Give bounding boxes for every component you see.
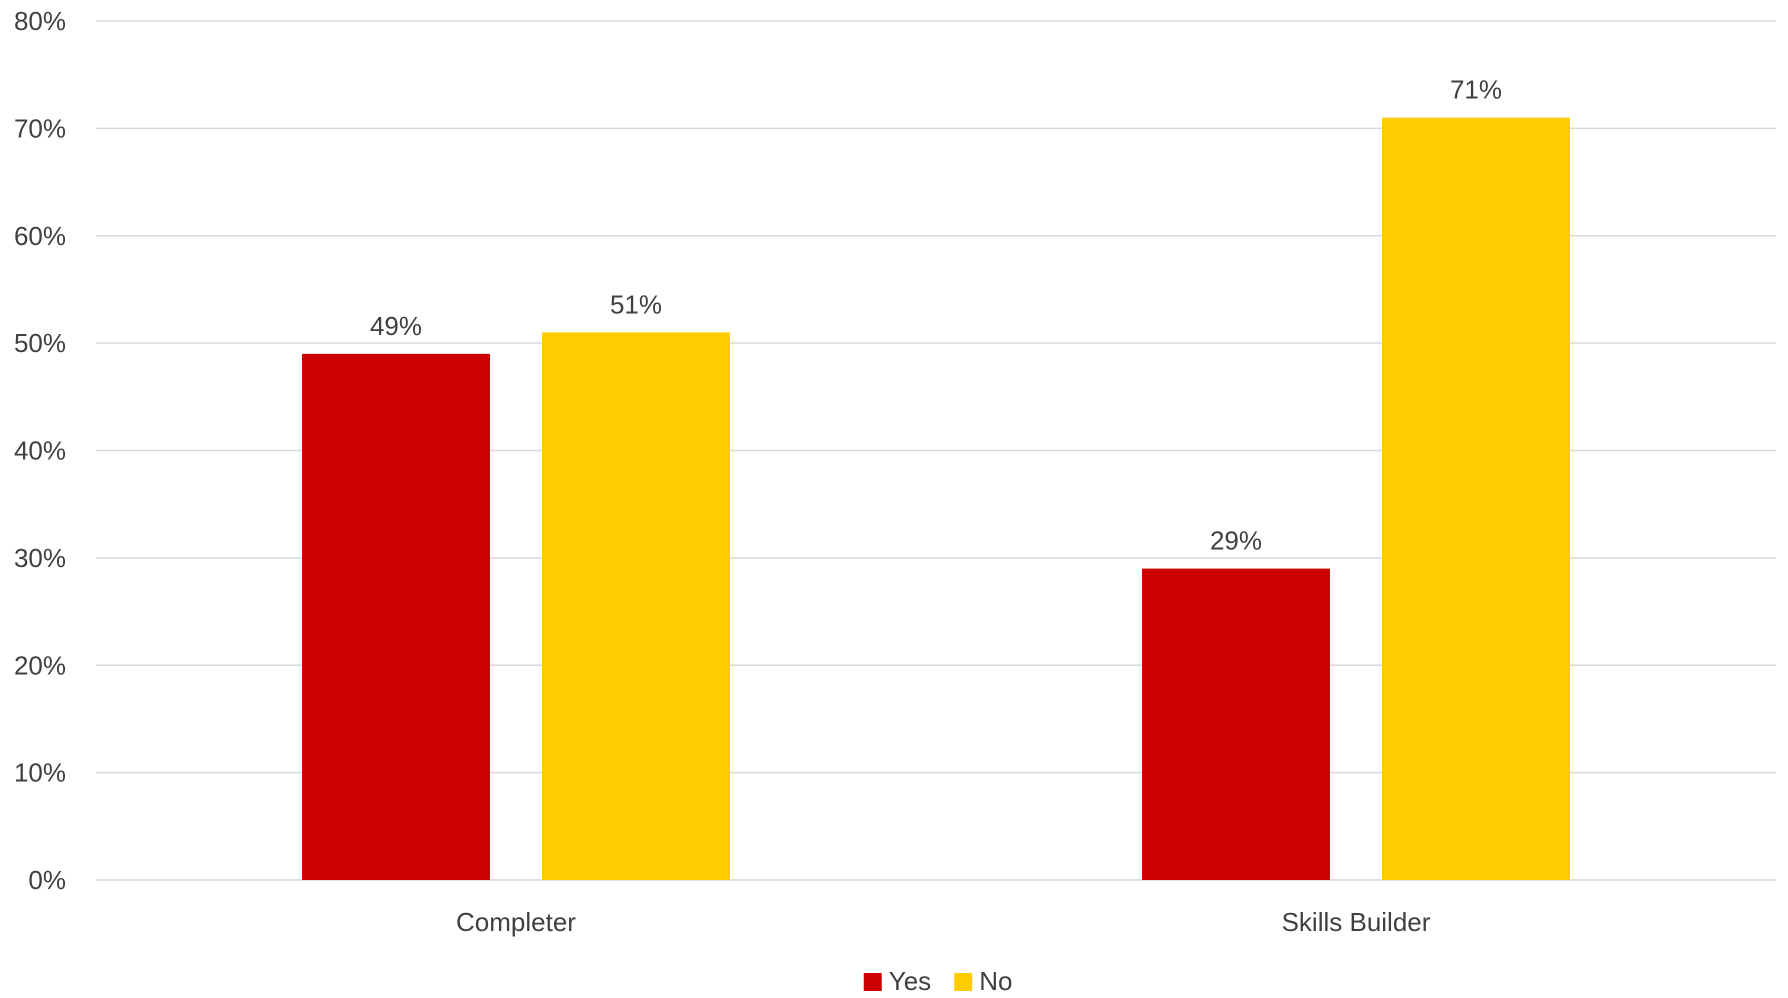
y-tick-label: 30% bbox=[14, 543, 66, 573]
y-tick-label: 50% bbox=[14, 328, 66, 358]
data-labels: 49% 51% 29% 71% bbox=[370, 75, 1502, 556]
y-tick-label: 80% bbox=[14, 6, 66, 36]
legend-label: No bbox=[979, 966, 1012, 996]
bar-no-completer bbox=[542, 332, 730, 880]
y-axis: 0% 10% 20% 30% 40% 50% 60% 70% 80% bbox=[14, 6, 66, 895]
y-tick-label: 40% bbox=[14, 436, 66, 466]
legend-label: Yes bbox=[889, 966, 931, 996]
bars bbox=[302, 117, 1570, 880]
bar-yes-skills-builder bbox=[1142, 568, 1330, 880]
data-label: 51% bbox=[610, 289, 662, 319]
bar-yes-completer bbox=[302, 353, 490, 880]
x-category-label: Completer bbox=[456, 907, 576, 937]
legend-swatch bbox=[954, 973, 973, 991]
y-tick-label: 10% bbox=[14, 758, 66, 788]
y-tick-label: 20% bbox=[14, 650, 66, 680]
bar-no-skills-builder bbox=[1382, 117, 1570, 880]
y-tick-label: 70% bbox=[14, 113, 66, 143]
legend-item-yes: Yes bbox=[863, 966, 931, 996]
data-label: 29% bbox=[1210, 526, 1262, 556]
legend: Yes No bbox=[863, 966, 1013, 996]
x-axis: Completer Skills Builder bbox=[456, 907, 1431, 937]
legend-swatch bbox=[863, 973, 882, 991]
y-tick-label: 0% bbox=[28, 865, 66, 895]
data-label: 49% bbox=[370, 311, 422, 341]
data-label: 71% bbox=[1450, 75, 1502, 105]
legend-item-no: No bbox=[954, 966, 1013, 996]
y-tick-label: 60% bbox=[14, 221, 66, 251]
x-category-label: Skills Builder bbox=[1282, 907, 1431, 937]
